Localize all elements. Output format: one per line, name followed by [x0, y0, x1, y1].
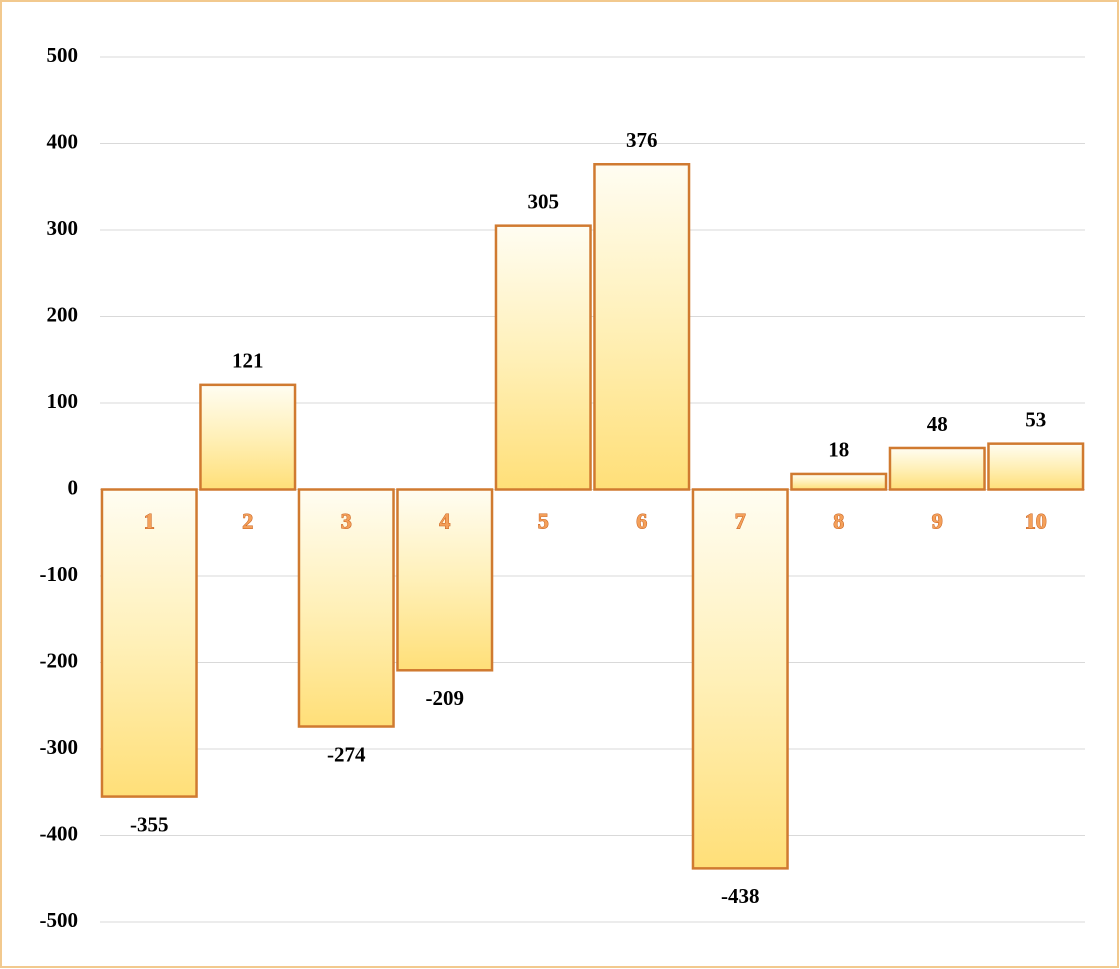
bar — [494, 224, 592, 491]
bar — [396, 488, 494, 672]
bar — [888, 446, 986, 491]
y-tick-label: 100 — [47, 389, 79, 413]
y-tick-label: 300 — [47, 216, 79, 240]
bar — [100, 488, 198, 798]
bar — [987, 442, 1085, 491]
y-tick-label: 400 — [47, 129, 79, 153]
y-tick-label: -300 — [40, 735, 79, 759]
data-label: -438 — [721, 884, 760, 908]
y-tick-label: 0 — [68, 475, 79, 499]
data-label: 121 — [232, 349, 264, 373]
data-label: -209 — [426, 686, 465, 710]
x-tick-label: 5 — [538, 509, 549, 534]
data-label: 48 — [927, 412, 948, 436]
x-tick-label: 9 — [932, 509, 943, 534]
bar — [199, 383, 297, 491]
x-tick-label: 3 — [341, 509, 352, 534]
bar — [790, 472, 888, 491]
x-tick-label: 4 — [439, 509, 450, 534]
bar — [691, 488, 789, 870]
x-tick-label: 10 — [1025, 509, 1047, 534]
data-label: 376 — [626, 128, 658, 152]
x-tick-label: 6 — [636, 509, 647, 534]
y-tick-label: -400 — [40, 821, 79, 845]
data-label: -355 — [130, 812, 169, 836]
bar — [593, 163, 691, 491]
bar — [297, 488, 395, 728]
data-label: -274 — [327, 742, 366, 766]
data-label: 305 — [528, 189, 560, 213]
y-tick-label: -500 — [40, 908, 79, 932]
x-tick-label: 1 — [144, 509, 155, 534]
data-label: 53 — [1025, 407, 1046, 431]
y-tick-label: 500 — [47, 43, 79, 67]
y-tick-label: -200 — [40, 648, 79, 672]
x-tick-label: 8 — [833, 509, 844, 534]
x-tick-label: 7 — [735, 509, 746, 534]
data-label: 18 — [828, 438, 849, 462]
y-tick-label: 200 — [47, 302, 79, 326]
x-tick-label: 2 — [242, 509, 253, 534]
y-tick-label: -100 — [40, 562, 79, 586]
